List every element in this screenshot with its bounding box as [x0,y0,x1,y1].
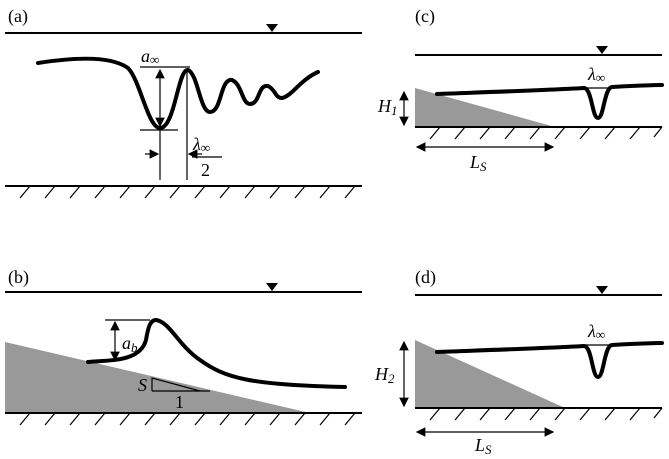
amplitude-label: a∞ [141,46,159,67]
panel-c: (c) λ∞ H1 LS [377,6,664,174]
subscript: 2 [388,371,395,386]
slope [415,88,555,127]
surface-marker [266,283,278,291]
slope-triangle [151,377,210,392]
amplitude-label: ab [122,333,138,355]
half-wave-denominator: 2 [201,160,210,180]
shelf-label: LS [469,152,487,174]
panel-a: (a) a∞ λ∞ 2 [5,6,362,199]
wave [435,341,664,380]
symbol: a [141,46,150,66]
symbol: H [374,364,389,384]
slope-run: 1 [175,392,184,412]
hatching [429,126,663,140]
wave [86,317,347,389]
wave [435,83,664,121]
surface-marker [596,286,608,294]
subscript: ∞ [596,327,605,342]
hatching [429,407,663,421]
symbol: λ [587,64,596,84]
slope-rise: S [138,375,147,395]
symbol: λ [192,134,201,154]
wave [36,56,320,131]
panel-label: (d) [415,267,436,288]
subscript: b [131,340,138,355]
depth-label: H2 [374,364,395,386]
symbol: L [474,435,485,455]
shelf-label: LS [474,435,492,457]
slope [5,342,310,413]
subscript: ∞ [201,140,210,155]
panel-label: (c) [415,6,435,27]
slope [415,340,565,408]
hatching [19,185,356,199]
subscript: S [485,442,492,457]
surface-marker [266,24,278,32]
wavelength-label: λ∞ [587,321,605,342]
panel-label: (b) [8,267,29,288]
wavelength-label: λ∞ [587,64,605,85]
symbol: H [377,96,392,116]
panel-b: (b) ab S 1 [5,267,362,426]
depth-label: H1 [377,96,398,118]
hatching [19,412,356,426]
surface-marker [596,46,608,54]
half-wave-numerator: λ∞ [192,134,210,155]
symbol: λ [587,321,596,341]
symbol: L [469,152,480,172]
subscript: ∞ [150,52,159,67]
subscript: S [480,159,487,174]
panel-d: (d) λ∞ H2 LS [374,267,664,457]
panel-label: (a) [8,6,28,27]
subscript: ∞ [596,70,605,85]
subscript: 1 [391,103,398,118]
symbol: a [122,333,131,353]
